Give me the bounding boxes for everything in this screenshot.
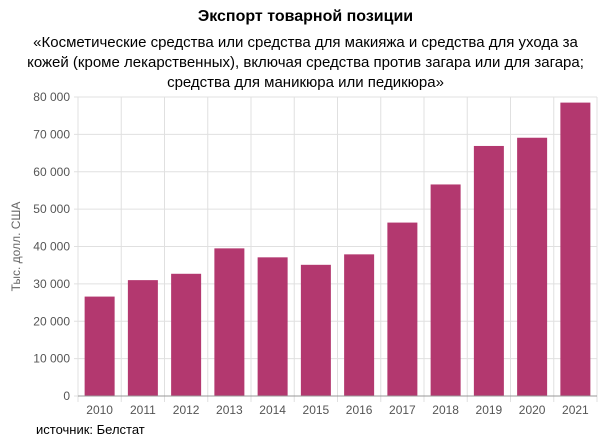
x-tick-label: 2013 [216,403,243,417]
bar-2017 [387,222,418,396]
y-tick-label: 20 000 [33,314,70,328]
bar-2021 [560,102,591,396]
y-tick-label: 70 000 [33,127,70,141]
y-tick-label: 30 000 [33,277,70,291]
x-tick-label: 2017 [389,403,416,417]
y-tick-label: 60 000 [33,165,70,179]
bar-2015 [300,264,331,396]
y-tick-label: 10 000 [33,352,70,366]
y-tick-label: 80 000 [33,90,70,104]
x-tick-label: 2016 [346,403,373,417]
x-tick-label: 2012 [173,403,200,417]
chart-title: Экспорт товарной позиции [197,8,414,25]
bar-2013 [214,248,245,396]
x-tick-label: 2014 [259,403,286,417]
x-tick-label: 2018 [432,403,459,417]
chart-subtitle: «Косметические средства или средства для… [27,34,584,91]
x-tick-label: 2011 [130,403,156,417]
bar-2016 [344,254,375,396]
y-tick-label: 40 000 [33,240,70,254]
y-tick-label: 50 000 [33,202,70,216]
x-tick-label: 2020 [519,403,546,417]
bar-2018 [430,184,461,396]
bar-2019 [473,145,504,396]
y-tick-label: 0 [63,389,70,403]
bar-2011 [127,280,158,396]
bar-2010 [84,296,115,396]
x-tick-label: 2015 [303,403,330,417]
bar-2020 [517,137,548,396]
y-axis-label: Тыс. долл. США [9,202,23,292]
x-tick-label: 2010 [86,403,113,417]
bar-2012 [171,273,202,396]
x-tick-label: 2019 [476,403,503,417]
x-tick-label: 2021 [562,403,589,417]
bar-2014 [257,257,288,396]
source-note: источник: Белстат [36,422,145,437]
